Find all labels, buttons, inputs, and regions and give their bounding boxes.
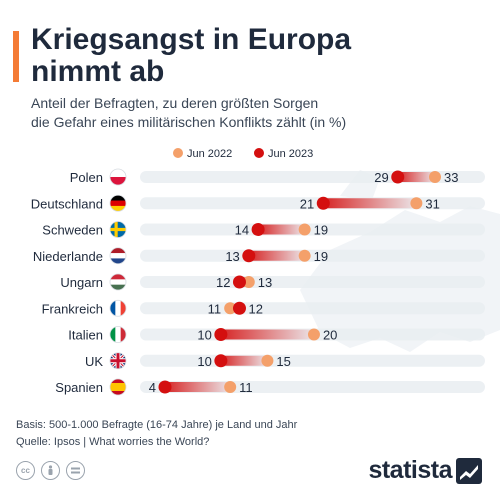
legend: Jun 2022 Jun 2023 (173, 148, 313, 160)
value-label: 13 (258, 275, 272, 290)
country-label: Italien (68, 328, 103, 343)
value-label: 12 (216, 275, 230, 290)
row-track (140, 354, 485, 367)
value-label: 33 (444, 170, 458, 185)
value-label: 13 (225, 249, 239, 264)
legend-marker (173, 148, 183, 158)
row-track (140, 302, 485, 315)
flag-germany-icon (109, 194, 127, 212)
country-label: Ungarn (60, 275, 103, 290)
dot-2022 (224, 302, 237, 315)
value-label: 4 (149, 380, 156, 395)
chart-row: Schweden 14 19 (42, 221, 485, 238)
value-label: 14 (235, 223, 249, 238)
cc-icon[interactable]: cc (16, 461, 35, 480)
change-bar (220, 355, 268, 366)
dot-2023 (316, 196, 330, 210)
change-bar (397, 172, 435, 182)
chart-title: Kriegsangst in Europa nimmt ab (31, 23, 352, 88)
statista-mark-icon (456, 457, 482, 484)
value-label: 19 (314, 249, 328, 264)
flag-spain-icon (109, 378, 127, 396)
brand-name: statista (368, 456, 452, 484)
chart-subtitle: Anteil der Befragten, zu deren größten S… (31, 95, 347, 130)
change-bar (165, 382, 231, 392)
legend-marker (254, 148, 264, 158)
flag-france-icon (109, 299, 127, 317)
basis-note: Basis: 500-1.000 Befragte (16-74 Jahre) … (16, 419, 298, 431)
chart-row: Deutschland 21 31 (31, 194, 485, 212)
change-bar (323, 198, 417, 209)
dot-2023 (391, 170, 405, 184)
flag-hungary-icon (109, 273, 127, 291)
license-icons: cc (16, 461, 85, 480)
chart-row: Niederlande 13 19 (33, 247, 485, 265)
dot-2022 (298, 223, 311, 236)
chart-row: UK 10 15 (85, 352, 485, 370)
flag-netherlands-icon (109, 247, 127, 265)
value-label: 20 (323, 328, 337, 343)
flag-sweden-icon (109, 221, 127, 238)
chart-row: Frankreich 11 12 (42, 299, 485, 317)
dot-2022 (429, 171, 441, 183)
nd-icon[interactable] (66, 461, 85, 480)
value-label: 10 (197, 328, 211, 343)
value-label: 31 (425, 196, 439, 211)
value-label: 12 (248, 301, 262, 316)
dot-2022 (261, 354, 274, 367)
title-accent-bar (13, 31, 19, 82)
chart-row: Italien 10 20 (68, 326, 485, 343)
dot-2022 (410, 197, 423, 210)
value-label: 11 (208, 301, 222, 316)
dot-2022 (242, 276, 255, 288)
by-icon[interactable] (41, 461, 60, 480)
country-label: Deutschland (31, 196, 103, 211)
dot-2022 (224, 381, 237, 393)
flag-poland-icon (109, 168, 127, 186)
dot-2023 (214, 354, 228, 368)
country-label: Niederlande (33, 249, 103, 264)
row-track (140, 249, 485, 262)
value-label: 29 (374, 170, 388, 185)
value-label: 10 (197, 354, 211, 369)
country-label: Schweden (42, 223, 103, 238)
dot-2023 (232, 275, 246, 289)
country-label: Polen (70, 170, 103, 185)
statista-logo[interactable]: statista (368, 456, 482, 485)
dot-2022 (307, 328, 320, 341)
dot-2023 (158, 380, 172, 394)
value-label: 15 (276, 354, 290, 369)
chart-row: Polen 29 33 (70, 168, 485, 186)
value-label: 19 (314, 223, 328, 238)
value-label: 11 (239, 380, 253, 395)
chart-row: Spanien 4 11 (55, 378, 485, 396)
change-bar (248, 250, 305, 261)
value-label: 21 (300, 196, 314, 211)
country-label: Frankreich (42, 301, 103, 316)
country-label: UK (85, 354, 103, 369)
row-track (140, 223, 485, 236)
dot-2023 (251, 223, 265, 236)
change-bar (258, 224, 305, 235)
dot-2023 (214, 328, 228, 341)
chart-row: Ungarn 12 13 (60, 273, 485, 291)
dumbbell-chart: Jun 2022 Jun 2023 Polen 29 33 Deutschland 21 3… (31, 148, 485, 396)
flag-italy-icon (109, 326, 127, 343)
dot-2023 (242, 249, 256, 263)
legend-label: Jun 2023 (268, 148, 313, 160)
dot-2023 (232, 301, 246, 315)
country-label: Spanien (55, 380, 103, 395)
legend-label: Jun 2022 (187, 148, 232, 160)
source-note: Quelle: Ipsos | What worries the World? (16, 436, 210, 448)
footer-notes: Basis: 500-1.000 Befragte (16-74 Jahre) … (16, 417, 297, 451)
change-bar (220, 329, 314, 340)
dot-2022 (298, 249, 311, 262)
flag-uk-icon (109, 352, 127, 370)
row-track (140, 276, 485, 288)
